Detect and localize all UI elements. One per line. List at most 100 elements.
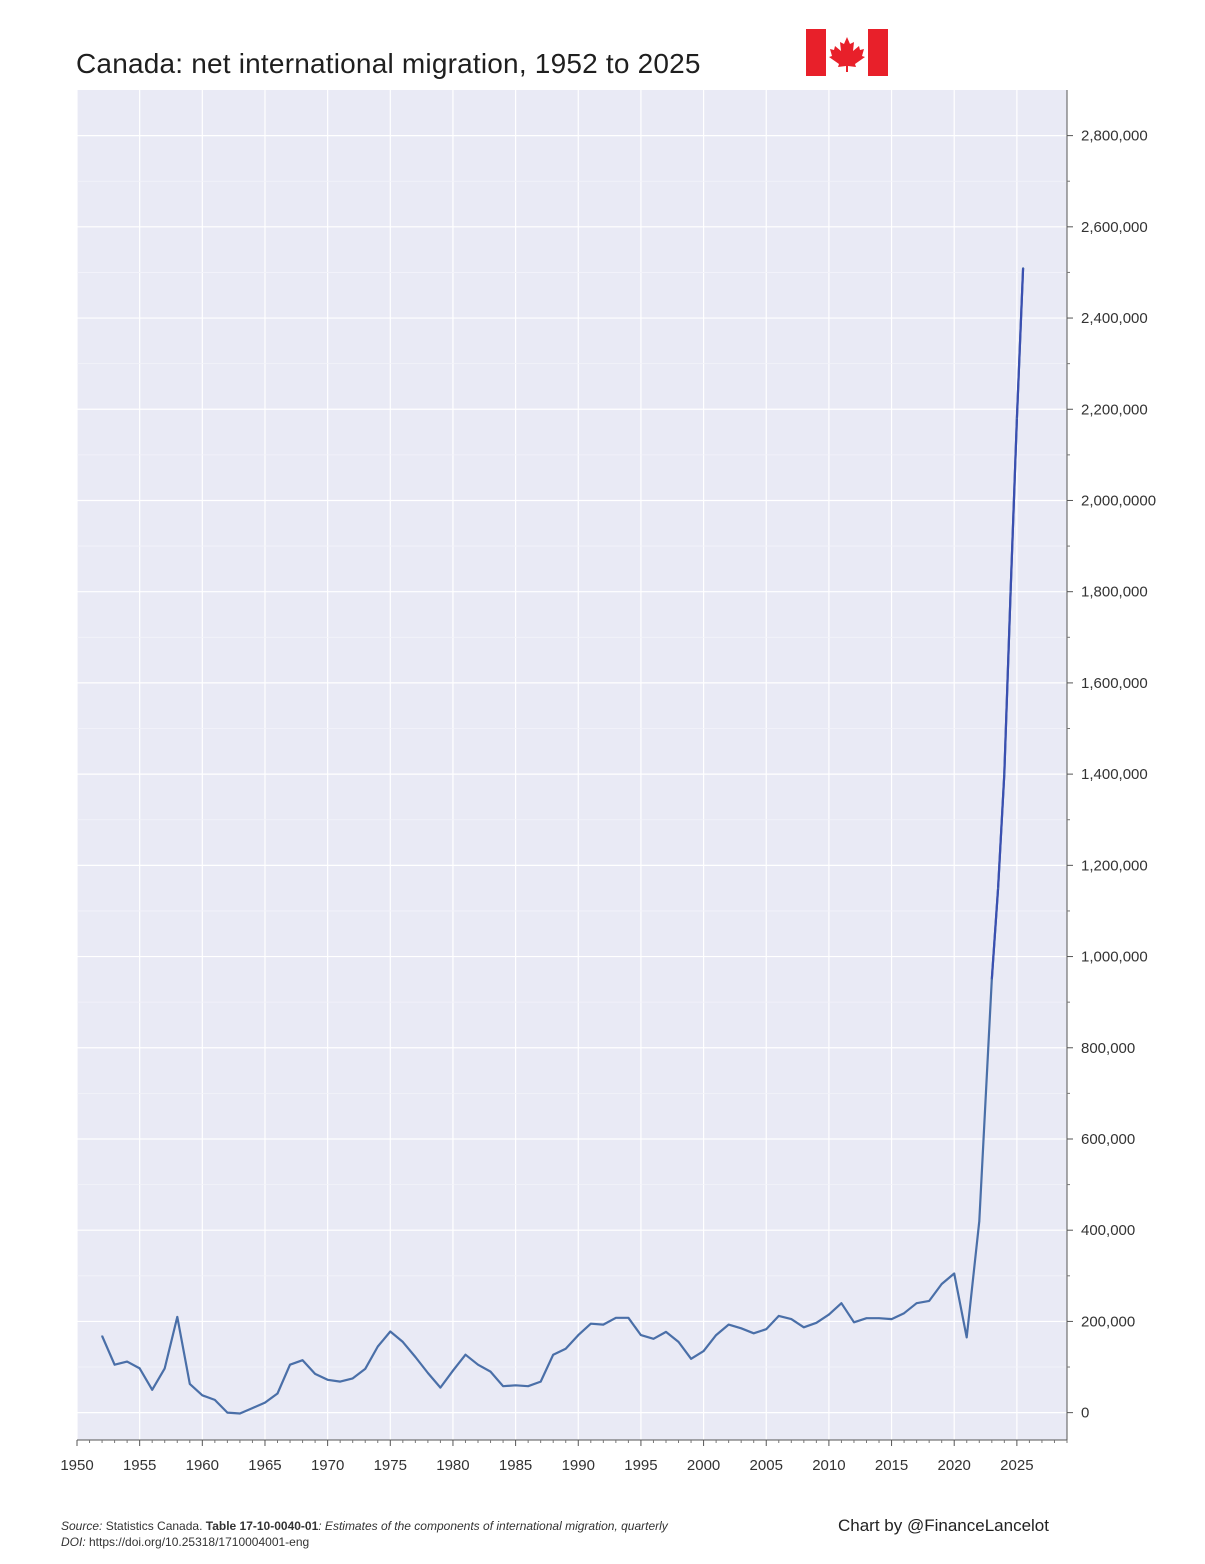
data-point — [765, 1328, 768, 1330]
data-point — [965, 1336, 968, 1339]
x-tick-label: 1965 — [248, 1457, 281, 1474]
vertical-gridlines — [76, 90, 1018, 1440]
data-point — [853, 1321, 855, 1324]
data-point — [326, 1378, 329, 1381]
data-point — [239, 1412, 241, 1415]
data-point — [677, 1341, 680, 1343]
data-point — [777, 1315, 780, 1317]
y-tick-label: 1,800,000 — [1081, 584, 1148, 601]
data-point — [339, 1380, 341, 1383]
data-point — [1022, 267, 1024, 269]
source-label: Source: — [61, 1519, 103, 1533]
y-tick-label: 600,000 — [1081, 1131, 1135, 1148]
data-point — [715, 1334, 717, 1336]
y-tick-label: 0 — [1081, 1405, 1089, 1422]
y-tick-label: 800,000 — [1081, 1040, 1135, 1057]
data-point — [514, 1384, 517, 1387]
data-point — [176, 1316, 179, 1318]
y-tick-label: 400,000 — [1081, 1222, 1135, 1239]
data-point — [752, 1332, 755, 1335]
data-point — [803, 1326, 805, 1329]
data-point — [113, 1363, 116, 1366]
data-point — [414, 1356, 417, 1358]
data-point — [903, 1312, 905, 1315]
data-point — [364, 1368, 367, 1370]
x-tick-label: 1980 — [436, 1457, 469, 1474]
x-tick-label: 1985 — [499, 1457, 532, 1474]
data-point — [978, 1220, 981, 1222]
data-point — [126, 1360, 128, 1363]
y-axis-ticks: 0 200,000 400,000 600,000 800,000 1,000,000 1,… — [1067, 128, 1156, 1422]
y-tick-label: 2,800,000 — [1081, 128, 1148, 145]
y-tick-label: 1,400,000 — [1081, 766, 1148, 783]
y-tick-label: 1,200,000 — [1081, 857, 1148, 874]
y-tick-label: 200,000 — [1081, 1313, 1135, 1330]
chart-title: Canada: net international migration, 195… — [76, 48, 701, 79]
data-point — [276, 1392, 279, 1395]
table-description: : Estimates of the components of interna… — [318, 1519, 668, 1533]
data-point — [502, 1385, 504, 1387]
data-point — [1009, 590, 1012, 593]
x-tick-label: 1995 — [624, 1457, 657, 1474]
x-tick-label: 1990 — [562, 1457, 595, 1474]
data-point — [201, 1394, 204, 1397]
doi-label: DOI: — [61, 1535, 86, 1549]
y-tick-label: 1,000,000 — [1081, 949, 1148, 966]
data-point — [289, 1363, 291, 1366]
data-point — [264, 1401, 266, 1404]
data-point — [727, 1323, 730, 1326]
data-point — [602, 1323, 605, 1326]
data-point — [376, 1345, 379, 1348]
data-point — [652, 1337, 655, 1340]
data-point — [539, 1380, 542, 1383]
doi-link[interactable]: https://doi.org/10.25318/1710004001-eng — [85, 1535, 310, 1549]
horizontal-gridlines — [77, 135, 1067, 1414]
data-point — [138, 1367, 141, 1370]
data-point — [915, 1302, 918, 1304]
x-tick-label: 2020 — [938, 1457, 971, 1474]
data-point — [552, 1353, 555, 1356]
data-point — [828, 1313, 830, 1316]
plot-area — [77, 90, 1067, 1440]
data-point — [564, 1347, 567, 1350]
data-point — [452, 1369, 454, 1372]
data-point — [740, 1327, 742, 1330]
canada-flag-icon — [806, 29, 888, 76]
data-point — [1003, 773, 1006, 775]
y-tick-label: 2,400,000 — [1081, 310, 1148, 327]
data-point — [928, 1300, 930, 1302]
data-point — [402, 1341, 404, 1343]
x-tick-label: 2010 — [812, 1457, 845, 1474]
data-point — [627, 1316, 630, 1319]
x-tick-label: 1955 — [123, 1457, 156, 1474]
data-point — [389, 1330, 392, 1333]
chart-svg: 1950 1955 1960 1965 1970 1975 1980 1985 1990 1995… — [60, 90, 1156, 1474]
data-point — [464, 1353, 467, 1356]
data-point — [997, 887, 999, 889]
x-tick-label: 1975 — [374, 1457, 407, 1474]
table-label: Table 17-10-0040-01 — [205, 1519, 319, 1533]
data-point — [815, 1321, 818, 1324]
source-text: Statistics Canada. — [102, 1519, 206, 1533]
source-note: Source: Statistics Canada. Table 17-10-0… — [61, 1518, 668, 1550]
data-point — [1016, 417, 1018, 420]
data-point — [665, 1331, 667, 1333]
data-point — [878, 1317, 880, 1320]
y-tick-label: 1,600,000 — [1081, 675, 1148, 692]
x-tick-label: 2005 — [750, 1457, 783, 1474]
data-point — [865, 1317, 868, 1320]
data-point — [790, 1318, 793, 1320]
data-point — [427, 1372, 429, 1374]
y-tick-label: 2,200,000 — [1081, 401, 1148, 418]
chart-credit: Chart by @FinanceLancelot — [838, 1516, 1049, 1535]
data-point — [226, 1411, 229, 1414]
data-point — [301, 1359, 304, 1361]
x-tick-label: 1950 — [60, 1457, 93, 1474]
data-point — [251, 1407, 254, 1409]
data-point — [214, 1399, 216, 1401]
data-point — [840, 1302, 843, 1304]
data-point — [991, 978, 993, 981]
x-axis-ticks: 1950 1955 1960 1965 1970 1975 1980 1985 1990 1995… — [60, 1440, 1068, 1474]
data-point — [890, 1318, 893, 1320]
data-point — [351, 1377, 354, 1380]
